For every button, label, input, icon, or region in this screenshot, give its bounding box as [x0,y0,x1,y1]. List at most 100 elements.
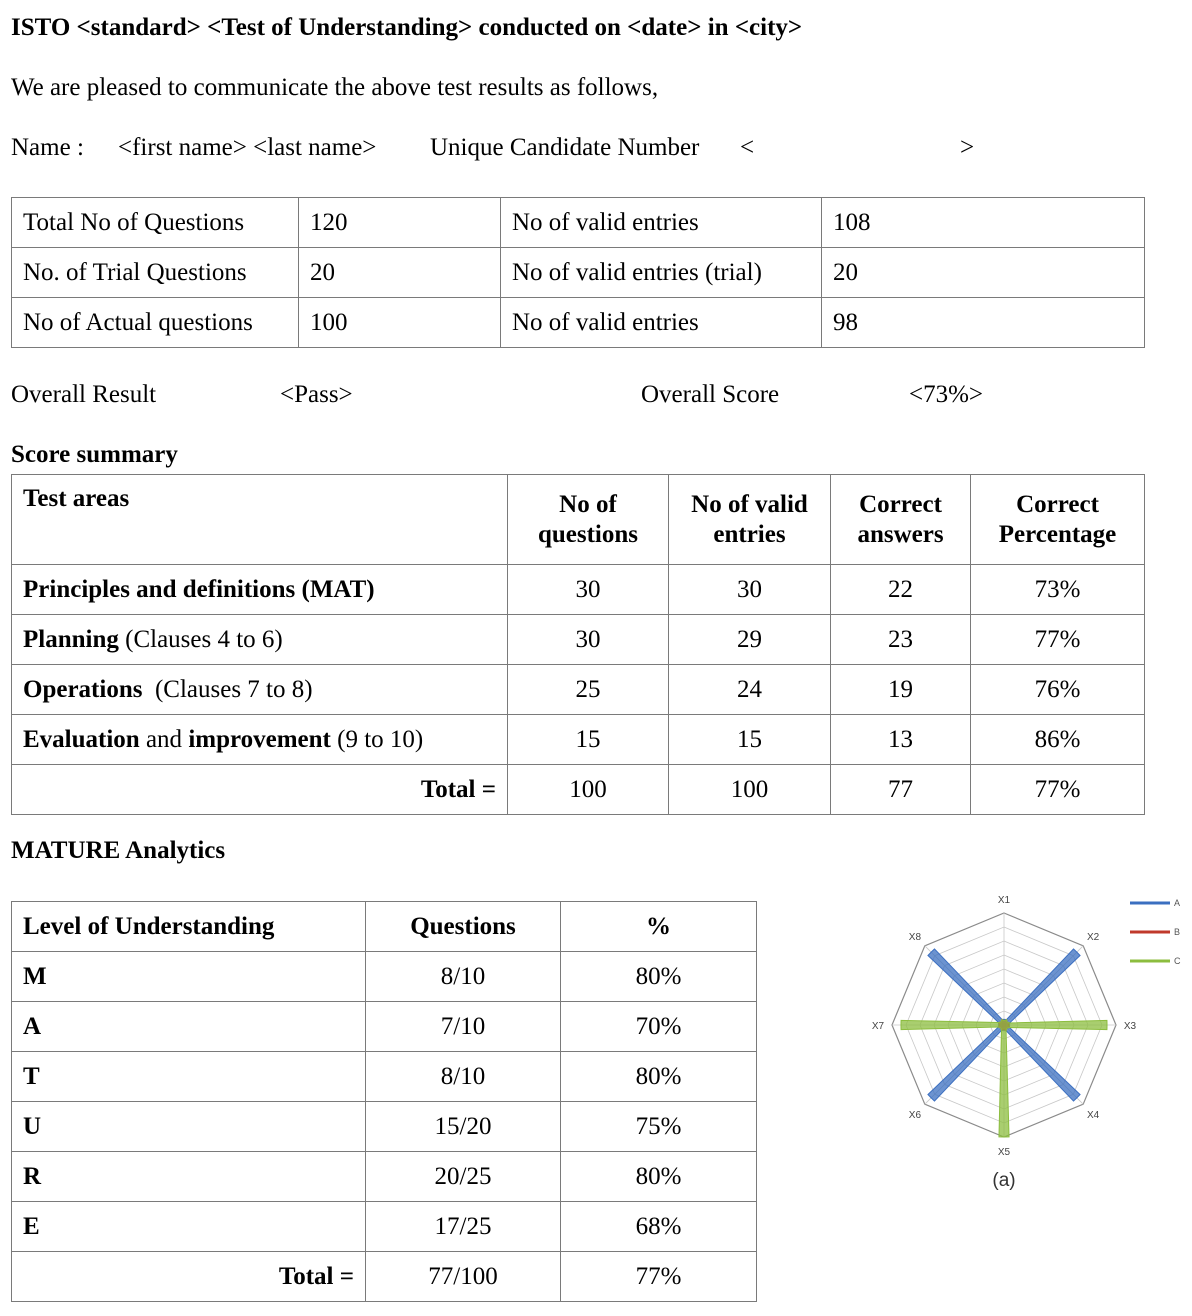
radar-axis-label: X3 [1124,1021,1137,1032]
score-total-valid: 100 [668,764,831,815]
score-total-label: Total = [11,764,508,815]
test-info-table: Total No of Questions 120 No of valid entr… [11,197,1145,348]
info-row: No. of Trial Questions 20 No of valid entr… [11,247,1145,298]
score-test-area: Planning (Clauses 4 to 6) [11,614,508,665]
mature-row: E 17/25 68% [11,1201,757,1252]
mature-cell-pct: 68% [560,1201,757,1252]
header-questions: Questions [365,901,561,952]
overall-result-label: Overall Result [11,381,157,408]
score-area-part: Operations [23,675,143,703]
score-cell-valid: 24 [668,664,831,715]
score-cell-correct: 19 [830,664,971,715]
legend-label-c: C [1174,956,1181,966]
mature-cell-pct: 80% [560,951,757,1002]
mature-row: U 15/20 75% [11,1101,757,1152]
score-total-row: Total = 100 100 77 77% [11,764,1145,815]
score-row: Operations (Clauses 7 to 8) 25 24 19 76% [11,664,1145,715]
info-cell-label1: No. of Trial Questions [11,247,299,298]
score-area-part: Planning [23,625,119,653]
radar-axis-label: X6 [909,1110,922,1121]
score-header-row: Test areas No of questions No of valid ent… [11,474,1145,565]
score-cell-valid: 30 [668,564,831,615]
mature-cell-questions: 15/20 [365,1101,561,1152]
info-cell-label2: No of valid entries [500,197,822,248]
radar-chart: X1 X2 X3 X4 X5 X6 X7 X8 A B C (a) [872,895,1181,1191]
mature-cell-questions: 17/25 [365,1201,561,1252]
score-cell-correct: 13 [830,714,971,765]
score-test-area: Evaluation and improvement (9 to 10) [11,714,508,765]
score-test-area: Principles and definitions (MAT) [11,564,508,615]
overall-result-value: <Pass> [280,381,353,408]
mature-cell-pct: 80% [560,1051,757,1102]
score-test-area: Operations (Clauses 7 to 8) [11,664,508,715]
score-area-part: and [139,725,189,753]
mature-cell-questions: 8/10 [365,1051,561,1102]
score-row: Planning (Clauses 4 to 6) 30 29 23 77% [11,614,1145,665]
score-cell-pct: 73% [970,564,1145,615]
mature-total-label: Total = [11,1251,366,1302]
mature-total-pct: 77% [560,1251,757,1302]
info-cell-val2: 20 [821,247,1145,298]
radar-axis-label: X2 [1087,932,1100,943]
score-cell-pct: 76% [970,664,1145,715]
score-total-pct: 77% [970,764,1145,815]
intro-text: We are pleased to communicate the above … [11,74,659,101]
document-title: ISTO <standard> <Test of Understanding> … [11,14,803,41]
header-no-of-valid-entries: No of valid entries [668,474,831,565]
info-row: No of Actual questions 100 No of valid ent… [11,297,1145,348]
mature-cell-level: T [11,1051,366,1102]
mature-row: T 8/10 80% [11,1051,757,1102]
mature-analytics-table: Level of Understanding Questions % M 8/10… [11,901,757,1302]
mature-row: A 7/10 70% [11,1001,757,1052]
score-cell-questions: 25 [507,664,669,715]
score-area-part: (9 to 10) [330,725,424,753]
score-cell-valid: 15 [668,714,831,765]
score-area-part: (Clauses 7 to 8) [142,675,313,703]
score-row: Evaluation and improvement (9 to 10) 15 15… [11,714,1145,765]
candidate-name: <first name> <last name> [118,134,377,161]
score-cell-questions: 15 [507,714,669,765]
header-correct-percentage: Correct Percentage [970,474,1145,565]
mature-row: M 8/10 80% [11,951,757,1002]
score-total-correct: 77 [830,764,971,815]
info-cell-val2: 108 [821,197,1145,248]
mature-analytics-title: MATURE Analytics [11,837,226,864]
mature-cell-level: R [11,1151,366,1202]
mature-cell-questions: 8/10 [365,951,561,1002]
score-cell-pct: 77% [970,614,1145,665]
info-cell-label2: No of valid entries (trial) [500,247,822,298]
score-cell-questions: 30 [507,564,669,615]
score-row: Principles and definitions (MAT) 30 30 22 73… [11,564,1145,615]
radar-axis-label: X4 [1087,1110,1100,1121]
header-correct-answers: Correct answers [830,474,971,565]
header-percent: % [560,901,757,952]
mature-cell-questions: 20/25 [365,1151,561,1202]
legend-label-a: A [1174,898,1180,908]
score-area-part: Principles and definitions (MAT) [23,575,375,603]
info-cell-label1: No of Actual questions [11,297,299,348]
ucn-label: Unique Candidate Number [430,134,700,161]
score-cell-correct: 22 [830,564,971,615]
score-summary-title: Score summary [11,441,178,468]
overall-score-label: Overall Score [641,381,780,408]
info-cell-val1: 20 [298,247,501,298]
ucn-close-bracket: > [960,134,975,161]
mature-cell-pct: 80% [560,1151,757,1202]
header-test-areas: Test areas [11,474,508,565]
score-cell-questions: 30 [507,614,669,665]
mature-cell-pct: 75% [560,1101,757,1152]
header-level: Level of Understanding [11,901,366,952]
info-cell-label1: Total No of Questions [11,197,299,248]
radar-caption: (a) [992,1170,1015,1191]
info-cell-val1: 100 [298,297,501,348]
radar-axis-label: X7 [872,1021,885,1032]
mature-row: R 20/25 80% [11,1151,757,1202]
overall-score-value: <73%> [909,381,984,408]
name-label: Name : [11,134,84,161]
score-summary-table: Test areas No of questions No of valid ent… [11,474,1145,815]
info-cell-val2: 98 [821,297,1145,348]
score-area-part: (Clauses 4 to 6) [118,625,283,653]
mature-header-row: Level of Understanding Questions % [11,901,757,952]
score-area-part: Evaluation [23,725,140,753]
ucn-open-bracket: < [740,134,755,161]
